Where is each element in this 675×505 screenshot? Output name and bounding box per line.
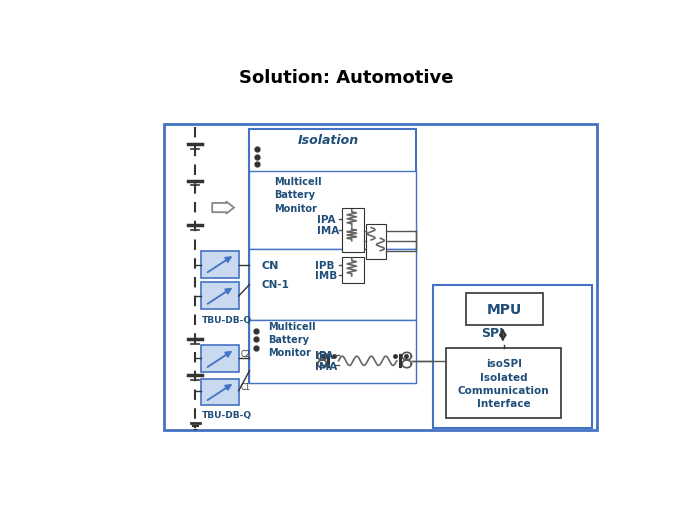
Text: Isolation: Isolation: [298, 133, 359, 146]
Text: IMB: IMB: [315, 271, 338, 281]
Text: IPA: IPA: [317, 215, 335, 225]
Bar: [201, 283, 238, 310]
Bar: [250, 130, 416, 383]
Text: IPA: IPA: [315, 350, 334, 361]
Text: IMA: IMA: [315, 362, 338, 372]
Text: CN-1: CN-1: [261, 279, 289, 289]
Text: IPB: IPB: [315, 260, 335, 270]
Bar: [250, 172, 416, 249]
Bar: [250, 320, 416, 383]
Bar: [342, 209, 364, 252]
Text: Multicell
Battery
Monitor: Multicell Battery Monitor: [268, 321, 316, 358]
Bar: [164, 124, 597, 430]
Text: TBU-DB-Q: TBU-DB-Q: [202, 315, 252, 324]
Text: C2: C2: [240, 349, 250, 359]
Text: Solution: Automotive: Solution: Automotive: [239, 69, 453, 86]
Bar: [201, 346, 238, 373]
Bar: [366, 224, 386, 260]
Bar: [201, 251, 238, 278]
Bar: [201, 379, 238, 406]
Bar: [342, 258, 364, 283]
Text: IMA: IMA: [317, 225, 339, 235]
Bar: [446, 349, 561, 418]
Text: CN: CN: [261, 261, 279, 271]
Bar: [250, 249, 416, 320]
Bar: [466, 293, 543, 326]
Text: MPU: MPU: [487, 302, 522, 317]
Text: TBU-DB-Q: TBU-DB-Q: [202, 411, 252, 419]
Bar: [433, 286, 592, 428]
Text: isoSPI
Isolated
Communication
Interface: isoSPI Isolated Communication Interface: [458, 359, 549, 408]
Text: Multicell
Battery
Monitor: Multicell Battery Monitor: [274, 177, 322, 213]
Text: C1: C1: [240, 382, 250, 391]
FancyArrow shape: [212, 202, 234, 214]
Text: SPI: SPI: [481, 326, 504, 339]
